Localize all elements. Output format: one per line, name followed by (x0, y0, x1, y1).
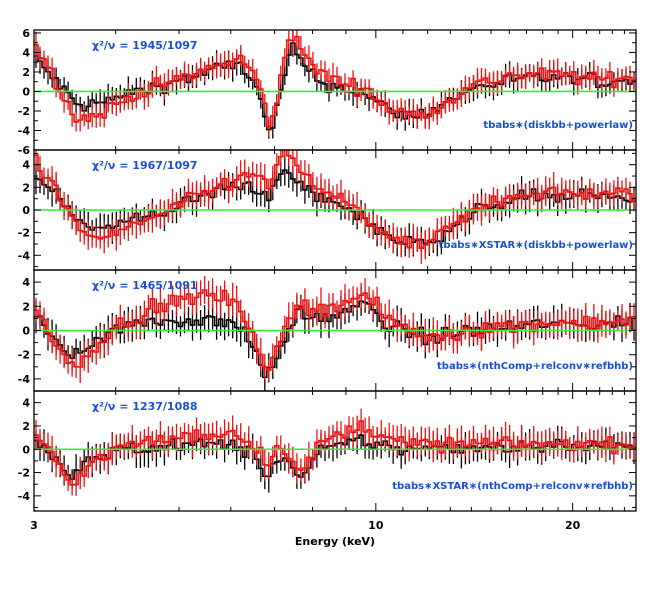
x-axis: 3 10 20 (30, 519, 580, 532)
chi-square-label: χ²/ν = 1945/1097 (92, 39, 198, 52)
plot-area (34, 30, 636, 139)
residual-panel: -4 -2 0 2 4 χ²/ν = 1465/1091 tbabs∗(nthComp+re… (18, 269, 637, 392)
y-tick-label: 0 (22, 85, 30, 98)
y-tick-label: 2 (22, 420, 30, 433)
y-tick-label: -4 (18, 373, 31, 386)
y-tick-label: 2 (22, 181, 30, 194)
x-tick-label: 20 (565, 519, 581, 532)
y-tick-label: 0 (22, 325, 30, 338)
red-series-step (34, 35, 636, 128)
y-tick-label: -2 (18, 467, 30, 480)
y-tick-label: -4 (18, 490, 31, 503)
panel-frame (33, 390, 637, 512)
plot-area (34, 150, 636, 264)
y-tick-label: -2 (18, 227, 30, 240)
chi-square-label: χ²/ν = 1465/1091 (92, 279, 198, 292)
y-tick-label: 0 (22, 443, 30, 456)
y-tick-label: 4 (22, 276, 30, 289)
y-tick-label: 2 (22, 66, 30, 79)
residual-panel: -4 -2 0 2 4 χ²/ν = 1237/1088 tbabs∗XSTAR∗(nthC… (18, 390, 637, 512)
y-tick-label: 4 (22, 46, 30, 59)
black-series-errorbars (35, 286, 635, 391)
y-tick-label: 4 (22, 397, 30, 410)
red-series-errorbars (35, 276, 635, 383)
residual-panel: -4 -2 0 2 4 χ²/ν = 1967/1097 tbabs∗XSTAR∗(disk… (18, 149, 637, 271)
y-tick-label: -2 (18, 349, 30, 362)
model-label: tbabs∗XSTAR∗(diskbb+powerlaw) (439, 240, 633, 251)
black-series-step (34, 434, 636, 480)
red-series-step (34, 420, 636, 486)
model-label: tbabs∗XSTAR∗(nthComp+relconv∗refbhb) (392, 481, 633, 492)
red-series-errorbars (35, 30, 635, 137)
x-axis-title: Energy (keV) (295, 535, 375, 548)
y-tick-label: 4 (22, 159, 30, 172)
plot-area (34, 276, 636, 391)
y-tick-label: 2 (22, 300, 30, 313)
black-series-step (34, 300, 636, 379)
x-tick-label: 10 (368, 519, 384, 532)
y-tick-label: 0 (22, 204, 30, 217)
chi-square-label: χ²/ν = 1967/1097 (92, 159, 198, 172)
x-tick-label: 3 (30, 519, 38, 532)
red-series-step (34, 150, 636, 249)
plot-area (34, 408, 636, 496)
y-tick-label: -6 (18, 144, 31, 157)
y-tick-label: -4 (18, 249, 31, 262)
panels-layer: -6 -4 -2 0 2 4 6 χ²/ν = 1945/1097 tbabs∗(diskbb+… (18, 27, 637, 512)
y-tick-label: -2 (18, 105, 30, 118)
y-tick-label: 6 (22, 27, 30, 40)
chi-square-label: χ²/ν = 1237/1088 (92, 400, 198, 413)
y-tick-label: -4 (18, 124, 31, 137)
model-label: tbabs∗(nthComp+relconv∗refbhb) (437, 361, 633, 372)
residual-panel: -6 -4 -2 0 2 4 6 χ²/ν = 1945/1097 tbabs∗(diskbb+… (18, 27, 637, 157)
model-label: tbabs∗(diskbb+powerlaw) (483, 120, 633, 131)
